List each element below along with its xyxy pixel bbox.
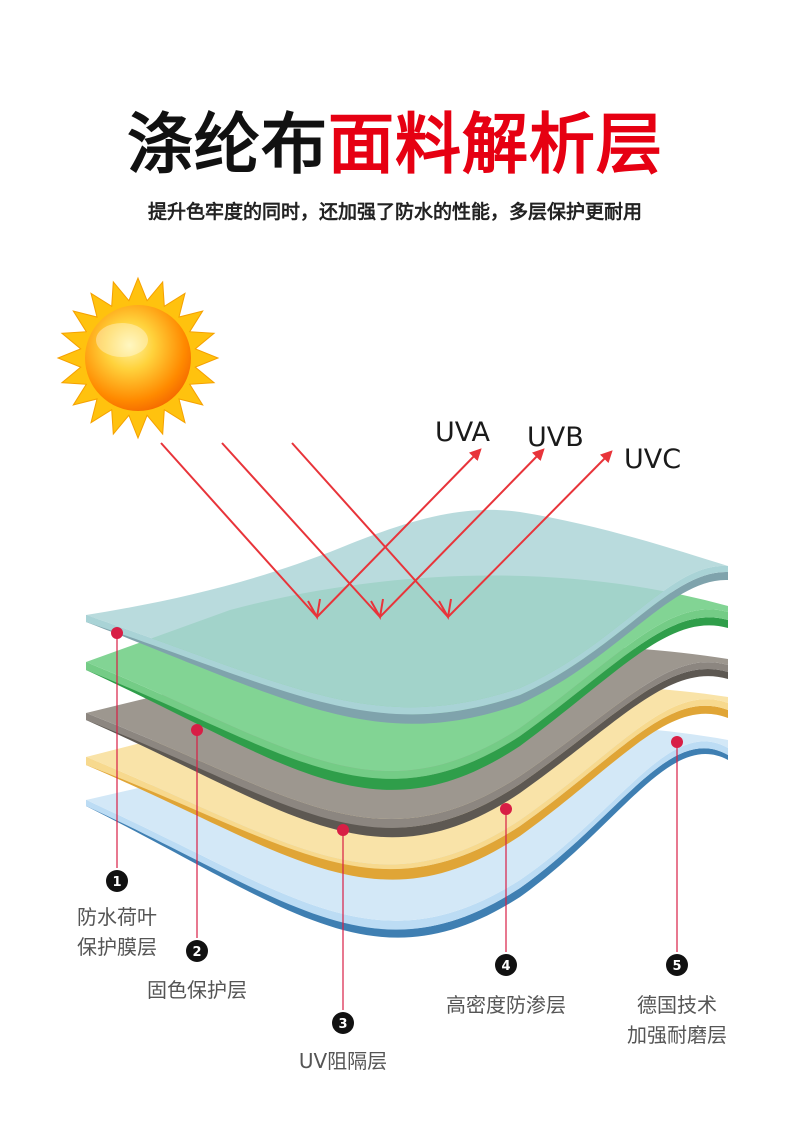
number-badge-1: 1 [106,870,128,892]
layer-label-4-line1: 高密度防渗层 [446,993,566,1017]
uva-incident-ray [160,442,318,618]
number-badge-2: 2 [186,940,208,962]
number-badges: 1 2 3 4 5 [106,870,688,1034]
layer-2-surface [86,609,728,779]
uva-reflected-ray [316,448,482,618]
layer-4-surface [86,699,728,870]
uvb-incident-ray [221,442,381,618]
layer-point-1 [111,627,123,639]
svg-text:5: 5 [672,959,681,974]
number-badge-5: 5 [666,954,688,976]
uva-label: UVA [435,417,491,448]
layer-label-3-line1: UV阻隔层 [298,1049,388,1073]
layer-label-2: 固色保护层 [122,975,272,1005]
svg-text:4: 4 [501,959,510,974]
uvb-reflected-ray [379,448,545,618]
title-black-part: 涤纶布 [127,106,328,183]
svg-text:1: 1 [112,875,121,890]
layer-5-surface [86,741,728,930]
layer-label-5-line1: 德国技术 [637,993,717,1017]
layer-label-1-line2: 保护膜层 [77,935,157,959]
layer-label-4: 高密度防渗层 [426,990,586,1020]
page-title: 涤纶布面料解析层 [0,100,790,190]
fabric-layers [86,509,728,938]
subtitle: 提升色牢度的同时，还加强了防水的性能，多层保护更耐用 [147,201,642,223]
uvb-label: UVB [527,422,584,453]
callout-leaders [116,633,678,1010]
uvc-incident-ray [291,442,449,618]
layer-point-3 [337,824,349,836]
layer-point-4 [500,803,512,815]
uv-rays [160,442,613,620]
svg-text:3: 3 [338,1017,347,1032]
layer-3-surface [86,662,728,828]
callout-points [111,627,683,836]
layer-point-5 [671,736,683,748]
layer-label-5: 德国技术 加强耐磨层 [612,990,742,1050]
layer-point-2 [191,724,203,736]
layer-label-1: 防水荷叶 保护膜层 [62,902,172,962]
layer-label-2-line1: 固色保护层 [147,978,247,1002]
uvc-reflected-ray [447,450,613,618]
layer-1-surface [86,565,728,715]
number-badge-3: 3 [332,1012,354,1034]
uvc-label: UVC [624,444,681,475]
layer-1-waterproof-film [86,509,728,724]
title-red-part: 面料解析层 [328,106,663,183]
svg-text:2: 2 [192,945,201,960]
layer-label-1-line1: 防水荷叶 [77,905,157,929]
sun-icon [56,276,220,440]
layer-label-5-line2: 加强耐磨层 [627,1023,727,1047]
number-badge-4: 4 [495,954,517,976]
layer-label-3: UV阻隔层 [278,1046,408,1076]
